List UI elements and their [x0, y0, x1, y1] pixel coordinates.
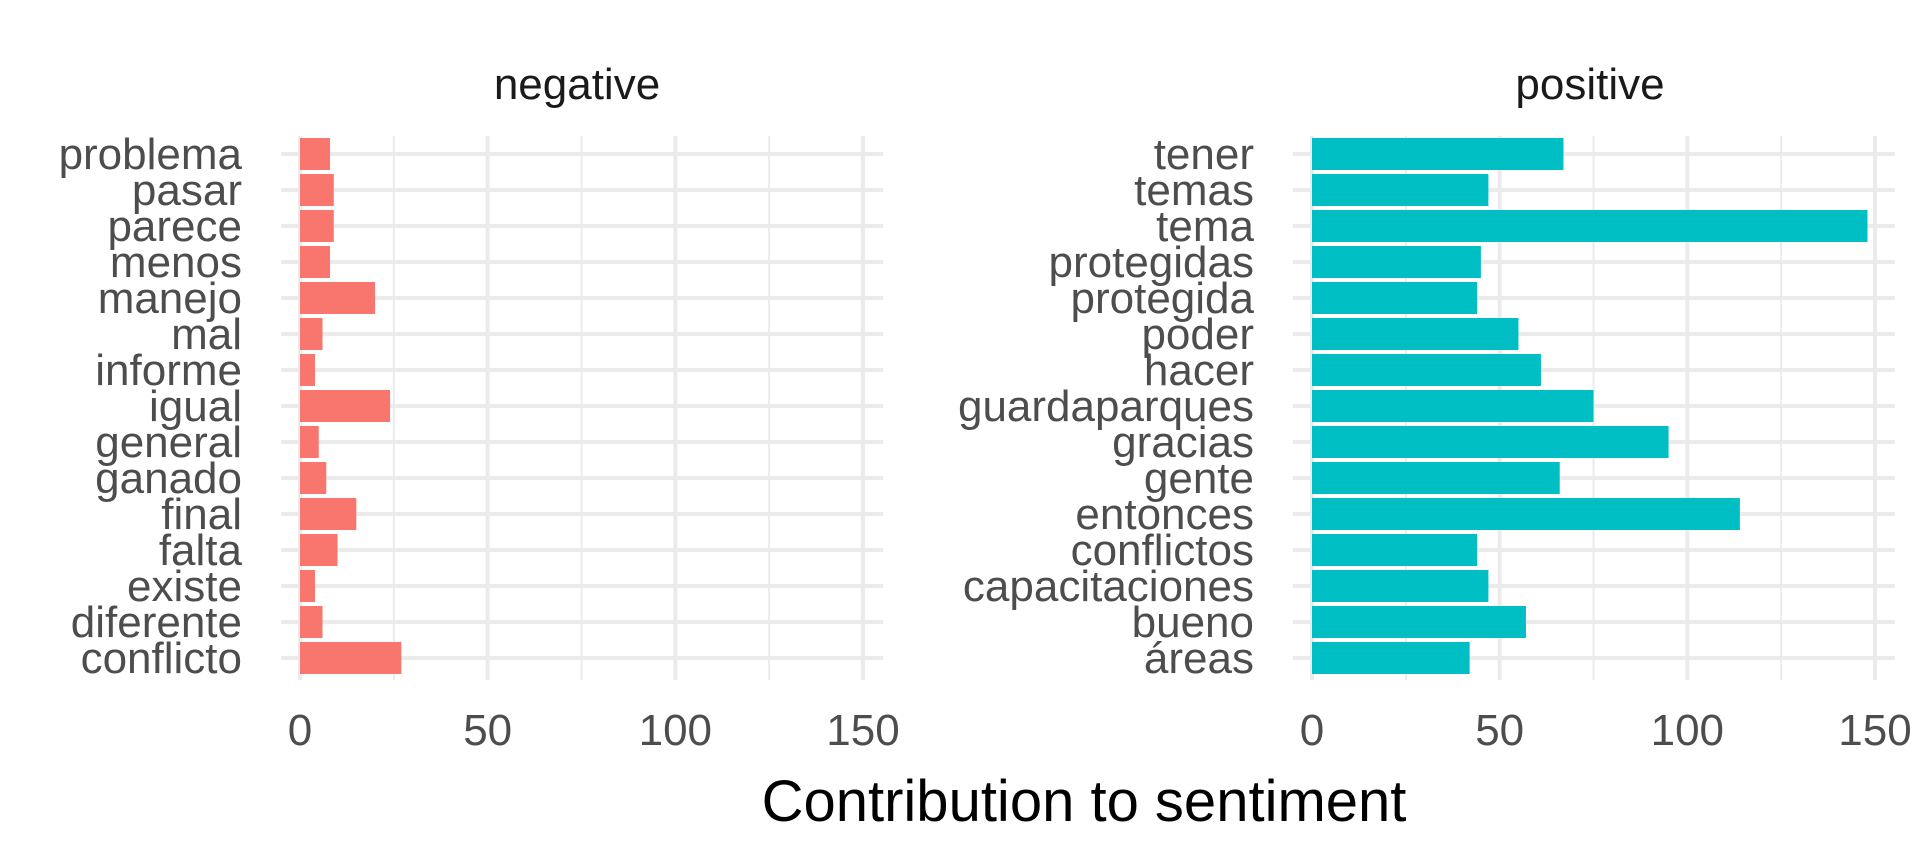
bar-pasar	[300, 174, 334, 206]
category-label: final	[161, 490, 242, 539]
x-tick-label: 100	[639, 706, 712, 755]
positive-panel-title: positive	[1515, 60, 1664, 109]
bar-diferente	[300, 606, 323, 638]
x-tick-label: 100	[1651, 706, 1724, 755]
x-axis-title: Contribution to sentiment	[762, 769, 1407, 834]
positive-panel-bars	[1312, 138, 1868, 674]
category-label: guardaparques	[958, 382, 1254, 431]
x-tick-label: 150	[826, 706, 899, 755]
category-label: protegidas	[1049, 238, 1254, 287]
bar-temas	[1312, 174, 1489, 206]
category-label: menos	[110, 238, 242, 287]
bar-protegida	[1312, 282, 1478, 314]
category-label: conflicto	[81, 634, 242, 683]
negative-panel: problemapasarparecemenosmanejomalinforme…	[59, 60, 900, 755]
bar-falta	[300, 534, 338, 566]
bar-problema	[300, 138, 331, 170]
bar-tener	[1312, 138, 1564, 170]
category-label: bueno	[1132, 598, 1254, 647]
bar-menos	[300, 246, 331, 278]
positive-panel-x-tick-labels: 0 50 100 150	[1300, 706, 1912, 755]
bar-conflicto	[300, 642, 402, 674]
bar-poder	[1312, 318, 1519, 350]
category-label: conflictos	[1071, 526, 1254, 575]
category-label: ganado	[95, 454, 242, 503]
x-tick-label: 0	[288, 706, 312, 755]
category-label: diferente	[71, 598, 242, 647]
bar-bueno	[1312, 606, 1526, 638]
category-label: áreas	[1144, 634, 1254, 683]
positive-panel-category-labels: tenertemastemaprotegidasprotegidapoderha…	[958, 130, 1255, 683]
negative-panel-title: negative	[494, 60, 660, 109]
category-label: capacitaciones	[963, 562, 1254, 611]
bar-hacer	[1312, 354, 1541, 386]
bar-existe	[300, 570, 316, 602]
bar-mal	[300, 318, 323, 350]
category-label: tener	[1154, 130, 1254, 179]
bar-capacitaciones	[1312, 570, 1489, 602]
bar-igual	[300, 390, 391, 422]
category-label: gente	[1144, 454, 1254, 503]
bar-gente	[1312, 462, 1560, 494]
positive-panel: tenertemastemaprotegidasprotegidapoderha…	[958, 60, 1912, 755]
category-label: hacer	[1144, 346, 1254, 395]
bar-áreas	[1312, 642, 1470, 674]
category-label: general	[95, 418, 242, 467]
category-label: informe	[95, 346, 242, 395]
bar-entonces	[1312, 498, 1740, 530]
category-label: mal	[171, 310, 242, 359]
category-label: entonces	[1075, 490, 1254, 539]
x-tick-label: 50	[463, 706, 512, 755]
bar-ganado	[300, 462, 327, 494]
category-label: existe	[127, 562, 242, 611]
category-label: igual	[149, 382, 242, 431]
negative-panel-bars	[300, 138, 402, 674]
bar-informe	[300, 354, 316, 386]
category-label: tema	[1156, 202, 1254, 251]
bar-general	[300, 426, 319, 458]
bar-conflictos	[1312, 534, 1478, 566]
bar-tema	[1312, 210, 1868, 242]
bar-gracias	[1312, 426, 1669, 458]
negative-panel-grid	[281, 136, 883, 680]
x-tick-label: 150	[1838, 706, 1911, 755]
category-label: poder	[1141, 310, 1254, 359]
category-label: gracias	[1112, 418, 1254, 467]
x-tick-label: 0	[1300, 706, 1324, 755]
category-label: problema	[59, 130, 243, 179]
category-label: manejo	[98, 274, 242, 323]
bar-guardaparques	[1312, 390, 1594, 422]
bar-final	[300, 498, 357, 530]
negative-panel-x-tick-labels: 0 50 100 150	[288, 706, 900, 755]
x-tick-label: 50	[1475, 706, 1524, 755]
bar-manejo	[300, 282, 376, 314]
bar-protegidas	[1312, 246, 1481, 278]
category-label: pasar	[132, 166, 242, 215]
category-label: parece	[107, 202, 242, 251]
category-label: falta	[159, 526, 243, 575]
negative-panel-category-labels: problemapasarparecemenosmanejomalinforme…	[59, 130, 243, 683]
bar-parece	[300, 210, 334, 242]
category-label: temas	[1134, 166, 1254, 215]
category-label: protegida	[1071, 274, 1255, 323]
